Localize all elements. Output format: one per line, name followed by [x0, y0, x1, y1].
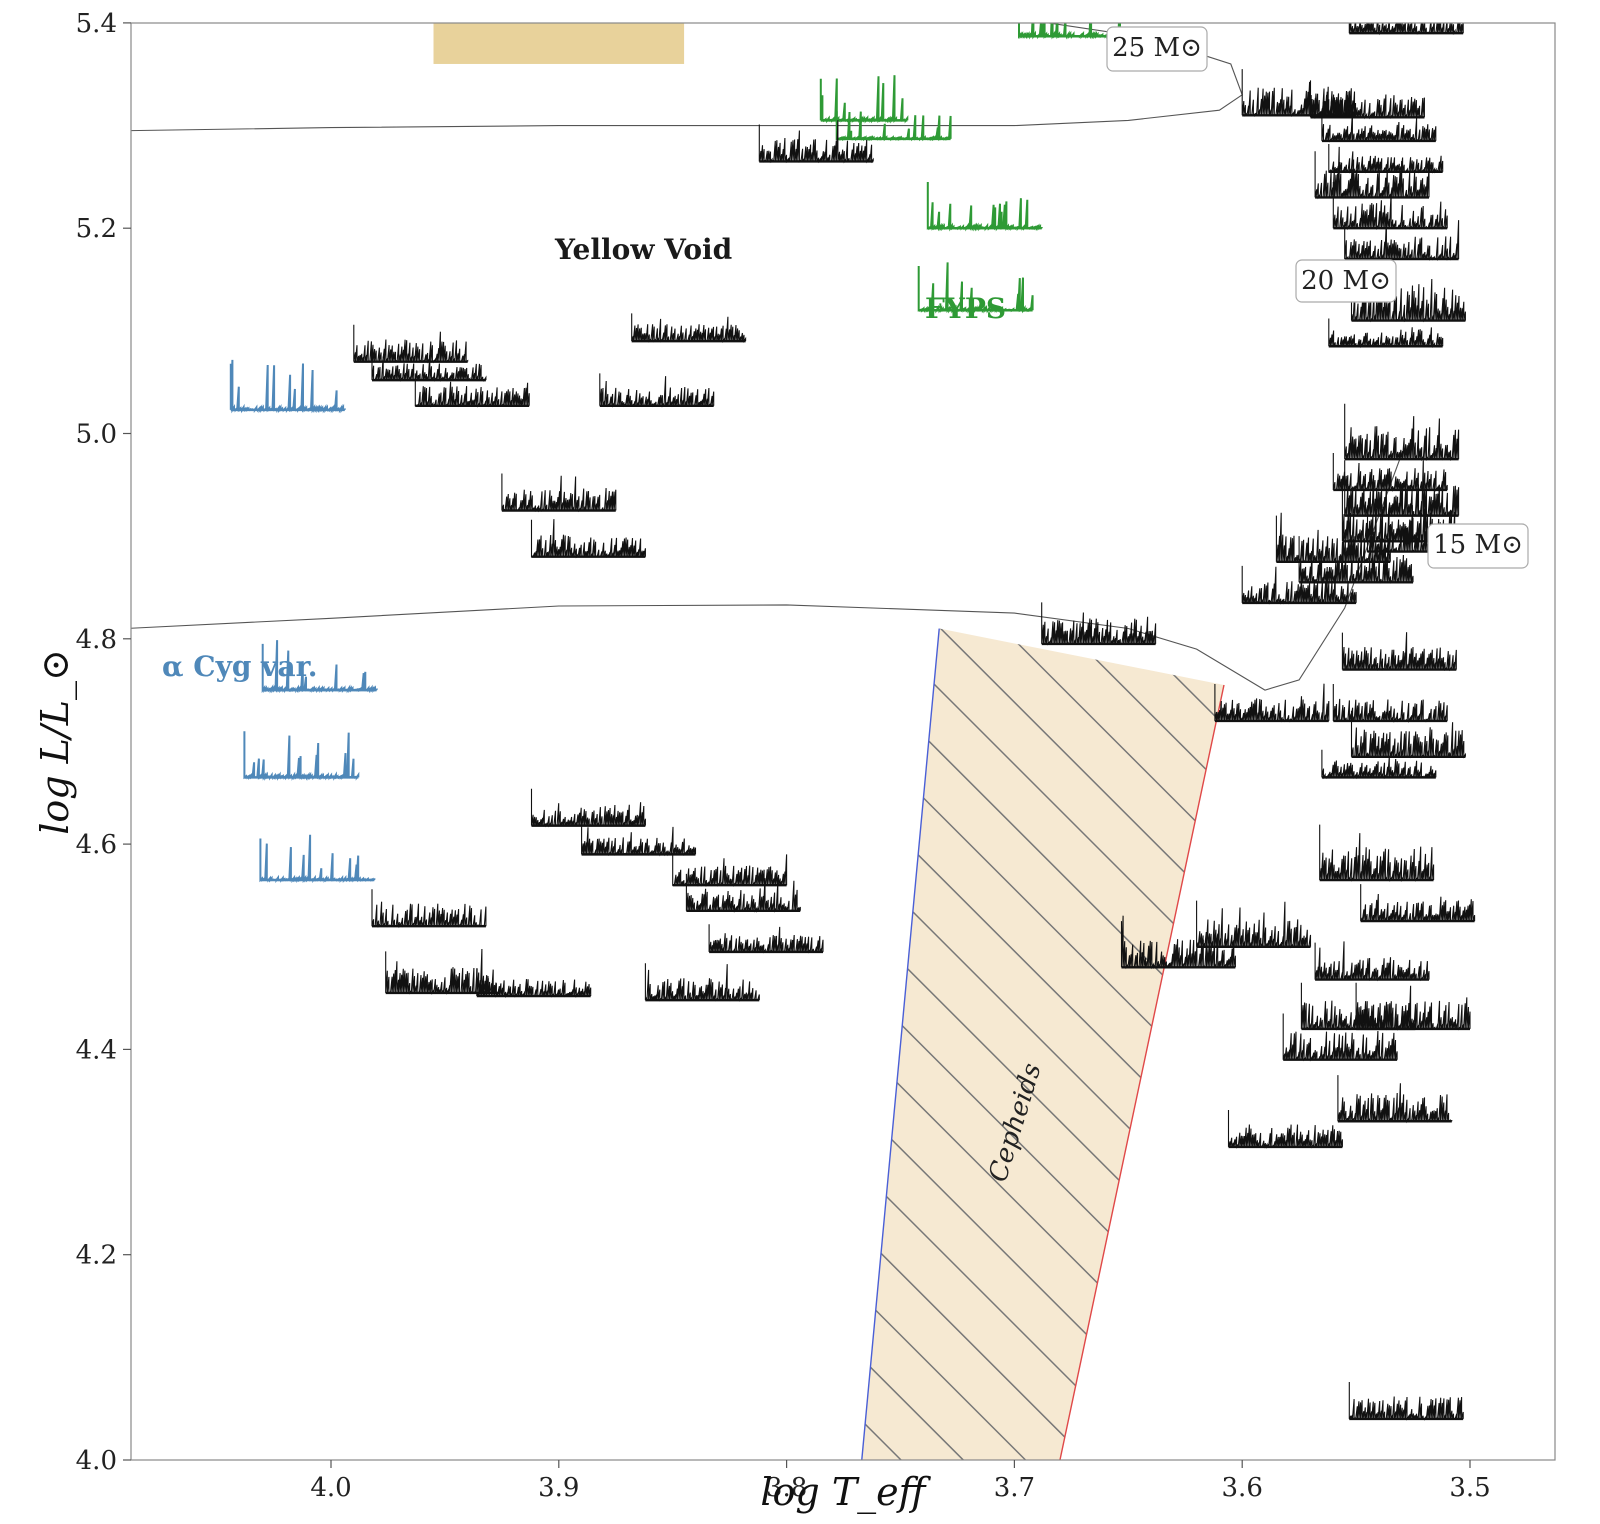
y-tick-label-1: 4.2: [76, 1241, 117, 1271]
y-tick-label-2: 4.4: [76, 1035, 117, 1065]
light-curve-2-39: [1241, 565, 1357, 605]
light-curve-2-31: [1328, 318, 1444, 349]
evolutionary-tracks-layer: [131, 23, 1403, 691]
regions-layer: [433, 23, 1225, 1460]
y-axis-ticks: 4.04.24.44.64.85.05.25.45.6: [76, 9, 131, 1476]
light-curve-2-45: [1360, 884, 1476, 923]
light-curve-2-7: [530, 519, 646, 559]
light-curve-2-16: [371, 889, 487, 929]
light-curve-2-37: [1275, 512, 1391, 564]
x-tick-label-5: 3.5: [1449, 1473, 1490, 1503]
light-curve-2-34: [1344, 460, 1460, 517]
track-label-25-box: [1106, 26, 1208, 72]
track-label-15-text: 15 M⊙: [1433, 530, 1523, 560]
light-curve-2-19: [1196, 900, 1312, 949]
x-tick-label-2: 3.8: [766, 1473, 807, 1503]
light-curve-2-15: [644, 963, 760, 1002]
x-tick-label-3: 3.7: [994, 1473, 1035, 1503]
y-tick-label-7: 5.4: [76, 9, 117, 39]
y-tick-label-6: 5.2: [76, 214, 117, 244]
light-curve-0-0: [819, 75, 909, 124]
light-curve-2-17: [1041, 602, 1157, 646]
x-tick-label-4: 3.6: [1222, 1473, 1263, 1503]
y-tick-label-4: 4.8: [76, 625, 117, 655]
light-curve-2-14: [476, 968, 592, 999]
light-curve-2-27: [1314, 146, 1430, 200]
light-curve-2-52: [1348, 1382, 1464, 1421]
light-curve-2-1: [353, 324, 469, 364]
fyps-label: FYPS: [925, 292, 1006, 325]
light-curve-2-20: [1214, 683, 1330, 723]
track-label-25-text: 25 M⊙: [1112, 33, 1202, 63]
light-curve-2-6: [501, 473, 617, 513]
light-curve-2-49: [1282, 1013, 1398, 1062]
light-curve-2-50: [1337, 1075, 1453, 1124]
cepheid-strip-hatching: [861, 628, 1224, 1460]
light-curve-2-32: [1344, 403, 1460, 462]
track-labels: 25 M⊙ 20 M⊙ 15 M⊙: [1106, 26, 1529, 569]
x-tick-label-1: 3.9: [538, 1473, 579, 1503]
light-curve-2-48: [1355, 982, 1471, 1031]
light-curve-2-22: [1348, 23, 1464, 36]
light-curve-2-51: [1227, 1110, 1343, 1149]
light-curve-2-8: [530, 788, 646, 828]
light-curve-2-24: [1309, 80, 1425, 120]
light-curve-2-5: [599, 373, 715, 408]
light-curve-1-2: [243, 731, 360, 781]
y-tick-label-5: 5.0: [76, 420, 117, 450]
light-curve-1-0: [229, 359, 346, 414]
track-label-20: 20 M⊙: [1295, 259, 1397, 303]
x-axis-ticks: 4.0 3.9 3.8 3.7 3.6 3.5: [310, 1460, 1491, 1503]
light-curve-2-41: [1332, 684, 1448, 723]
track-label-20-text: 20 M⊙: [1301, 266, 1391, 296]
x-axis-title: log T_eff: [760, 1470, 931, 1515]
light-curve-2-33: [1332, 453, 1448, 493]
light-curve-2-9: [581, 826, 697, 857]
light-curve-2-40: [1341, 632, 1457, 672]
light-curve-2-38: [1298, 536, 1414, 584]
cepheid-blue-edge: [861, 628, 940, 1460]
track-2: [131, 453, 1403, 691]
light-curve-2-4: [631, 313, 747, 344]
track-label-15-box: [1427, 523, 1529, 569]
track-1: [131, 23, 1243, 132]
light-curve-glyphs-layer: [229, 23, 1482, 1421]
y-tick-label-3: 4.6: [76, 830, 117, 860]
track-label-20-box: [1295, 259, 1397, 303]
light-curve-2-26: [1328, 144, 1444, 174]
cepheid-red-edge: [1059, 684, 1225, 1460]
track-label-15: 15 M⊙: [1427, 523, 1529, 569]
yellow-void-region: [433, 23, 685, 64]
light-curve-2-10: [672, 852, 788, 887]
plot-frame: [130, 22, 1556, 1461]
acyg-label: α Cyg var.: [162, 650, 318, 683]
light-curve-1-3: [259, 834, 376, 884]
light-curve-2-46: [1314, 941, 1430, 982]
light-curve-2-44: [1319, 824, 1435, 883]
light-curve-2-43: [1321, 749, 1437, 780]
light-curve-2-12: [708, 924, 824, 954]
y-axis-title: log L/L_⊙: [33, 649, 78, 835]
x-tick-label-0: 4.0: [310, 1473, 351, 1503]
yellow-void-label: Yellow Void: [554, 233, 732, 266]
track-label-25: 25 M⊙: [1106, 26, 1208, 72]
light-curve-2-2: [371, 352, 487, 383]
light-curve-0-2: [926, 182, 1043, 232]
light-curve-2-0: [758, 120, 874, 164]
y-tick-label-0: 4.0: [76, 1446, 117, 1476]
